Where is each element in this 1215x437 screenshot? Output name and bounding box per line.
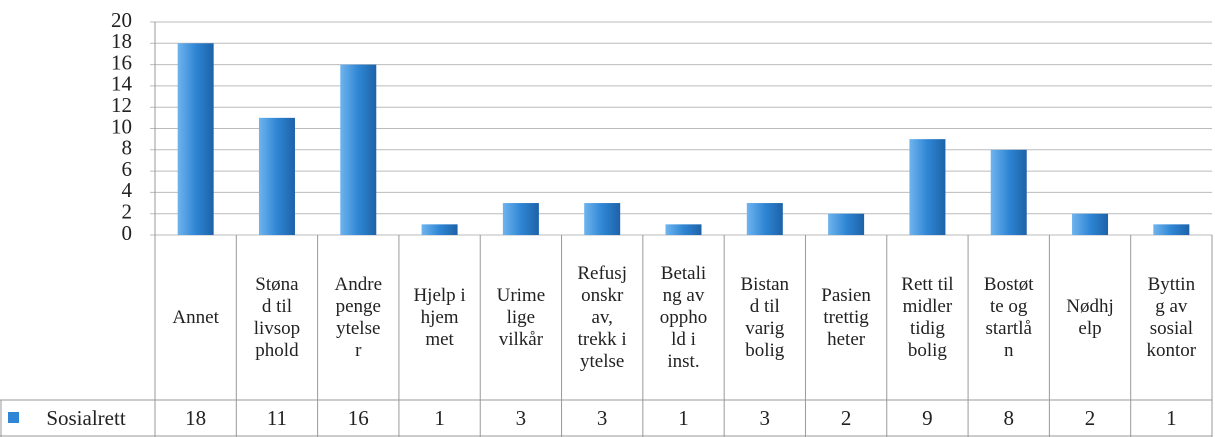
category-label: Nødhj elp [1066,295,1114,339]
value-label: 8 [1003,406,1014,430]
value-label: 1 [1166,406,1177,430]
category-label: Refusj onskr av, trekk i ytelse [577,262,627,372]
bar [909,139,946,235]
bar [258,117,295,235]
category-label: Bistan d til varig bolig [740,273,790,361]
value-label: 11 [266,406,288,430]
value-label: 18 [185,406,207,430]
bar [502,203,539,235]
value-label: 9 [922,406,933,430]
y-tick-label: 6 [122,157,133,181]
category-label: Betali ng av oppho ld i inst. [659,262,708,372]
value-label: 3 [596,406,608,430]
legend-label: Sosialrett [46,406,126,430]
category-label: Byttin g av sosial kontor [1146,273,1197,361]
y-tick-label: 16 [111,50,132,74]
category-label: Urime lige vilkår [496,284,546,350]
bar [746,203,783,235]
y-tick-label: 8 [122,136,133,160]
bar [1072,213,1109,235]
value-label: 2 [1084,406,1096,430]
value-label: 3 [515,406,527,430]
bar [990,149,1027,235]
category-label: Støna d til livsop phold [253,273,301,361]
category-label: Bostøt te og startlå n [983,273,1034,361]
bar [340,64,377,235]
legend-swatch [8,412,19,423]
category-label: Andre penge ytelse r [334,273,382,361]
category-label: Annet [172,306,219,328]
y-tick-label: 4 [122,178,133,202]
bar [177,43,214,235]
y-tick-label: 18 [111,29,132,53]
bar [1153,224,1190,235]
value-label: 1 [678,406,689,430]
value-label: 3 [759,406,771,430]
bar [584,203,621,235]
bar [421,224,458,235]
value-label: 2 [840,406,852,430]
bar [828,213,865,235]
y-tick-label: 10 [111,114,132,138]
category-label: Pasien trettig heter [821,284,871,350]
y-tick-label: 20 [111,8,132,32]
category-label: Hjelp i hjem met [413,284,466,350]
y-tick-label: 14 [111,72,133,96]
value-label: 1 [434,406,445,430]
y-tick-label: 0 [122,221,133,245]
bar [665,224,702,235]
value-label: 16 [347,406,369,430]
y-tick-label: 12 [111,93,132,117]
category-label: Rett til midler tidig bolig [901,273,954,361]
y-tick-label: 2 [122,200,133,224]
